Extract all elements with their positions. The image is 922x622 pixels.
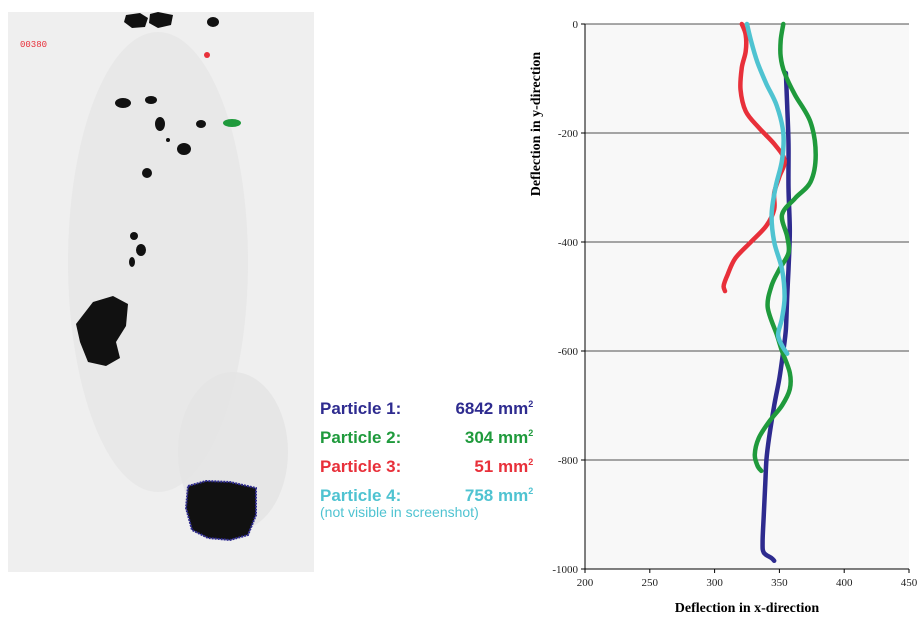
legend-particle-1: Particle 1: 6842 mm2 [320,392,533,421]
legend-area: 304 [464,428,494,447]
particle-2-marker [223,119,241,127]
series-line-particle-2 [752,21,818,474]
x-tick-label: 250 [642,577,659,589]
legend-note: (not visible in screenshot) [320,504,479,520]
legend-unit: mm [498,486,529,505]
series-line-particle-3 [721,21,787,294]
legend-unit: mm [498,457,529,476]
frame-label: 00380 [20,40,47,50]
fragment-large [76,296,128,366]
legend-particle-2: Particle 2: 304 mm2 [320,421,533,450]
fragment [207,17,219,27]
x-tick-label: 450 [901,577,918,589]
deflection-chart: 0 -200 -400 -600 -800 -1000 200 250 300 350 400 45… [520,8,922,617]
fragment [124,13,148,28]
particle-fragments [76,12,257,542]
series-line-particle-4 [744,21,790,356]
fragment [177,143,191,155]
legend-area: 758 [464,486,494,505]
legend-label: Particle 3: [320,457,402,476]
x-tick-label: 300 [706,577,723,589]
y-axis-title: Deflection in y-direction [529,52,544,197]
x-tick-labels: 200 250 300 350 400 450 [577,569,918,589]
legend-unit: mm [498,428,529,447]
series-line-particle-1 [760,70,793,564]
y-tick-label: -200 [558,128,579,140]
y-tick-label: -400 [558,237,579,249]
fragment [115,98,131,108]
smoke-trail-haze [68,32,248,492]
y-tick-label: 0 [573,19,579,31]
x-tick-label: 400 [836,577,853,589]
legend-label: Particle 4: [320,486,402,505]
fragment [130,232,138,240]
y-tick-labels: 0 -200 -400 -600 -800 -1000 [552,19,585,576]
legend-exponent: 2 [528,428,534,438]
legend-area: 6842 [455,399,494,418]
fragment [196,120,206,128]
x-tick-label: 350 [771,577,788,589]
camera-frame-image: 00380 [8,12,314,572]
legend-exponent: 2 [528,457,534,467]
x-axis-title: Deflection in x-direction [675,601,820,616]
fragment [149,12,173,28]
y-tick-label: -1000 [552,564,578,576]
y-tick-label: -600 [558,346,579,358]
fragment [155,117,165,131]
series-lines [721,21,818,564]
fragment-particle-1 [184,479,257,542]
legend-particle-4: Particle 4: 758 mm2 [320,479,533,508]
legend-unit: mm [498,399,529,418]
fragment [166,138,170,142]
legend-particle-3: Particle 3: 51 mm2 [320,450,533,479]
legend-exponent: 2 [528,486,534,496]
legend-label: Particle 2: [320,428,402,447]
particle-legend: Particle 1: 6842 mm2 Particle 2: 304 mm2 P… [320,392,533,520]
legend-label: Particle 1: [320,399,402,418]
fragment [136,244,146,256]
fragment [129,257,135,267]
plot-area [585,24,909,569]
particle-3-marker [204,52,210,58]
y-tick-label: -800 [558,455,579,467]
x-tick-label: 200 [577,577,594,589]
legend-exponent: 2 [528,399,534,409]
legend-area: 51 [474,457,494,476]
fragment [142,168,152,178]
fragment [145,96,157,104]
